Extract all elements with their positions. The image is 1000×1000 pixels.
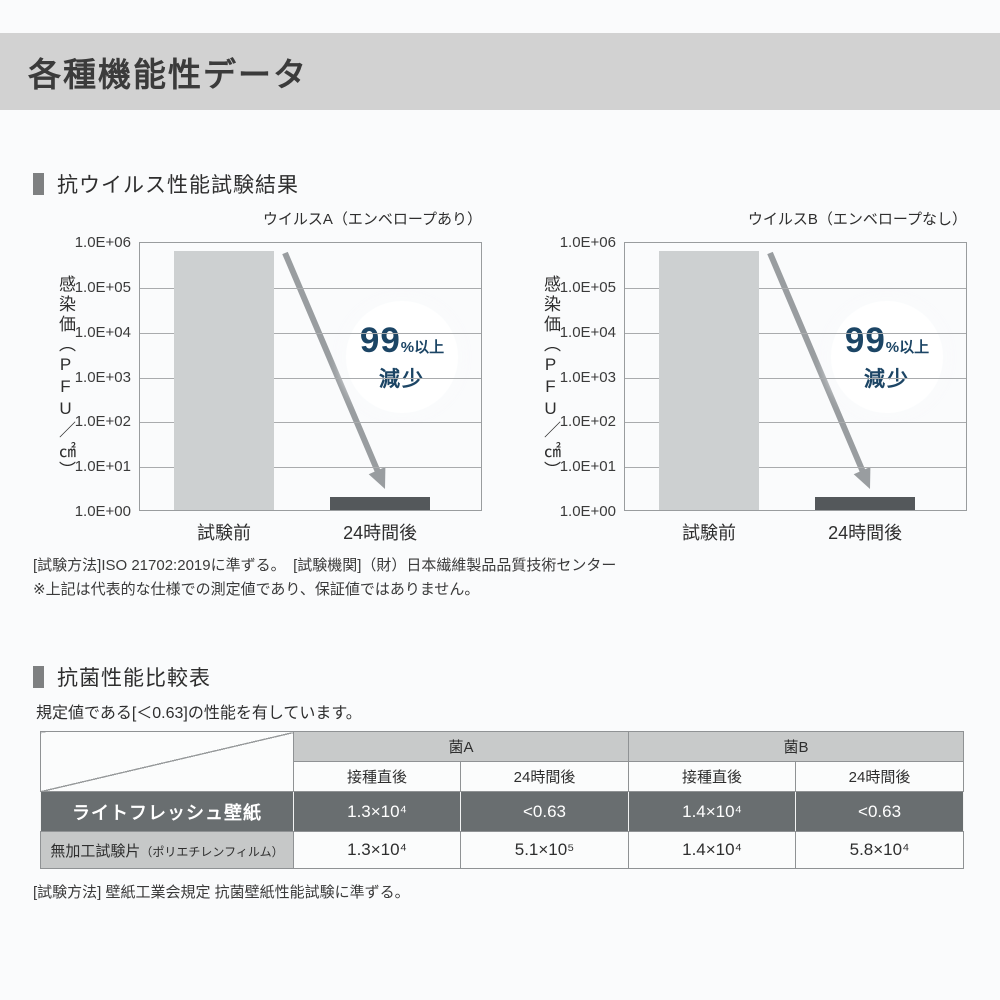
x-category-label: 試験前: [682, 523, 737, 543]
reduction-percent: 99: [359, 321, 401, 360]
group-header-bacteria-a: 菌A: [292, 731, 630, 762]
virus-section-title: 抗ウイルス性能試験結果: [57, 174, 299, 197]
y-tick-label: 1.0E+01: [74, 458, 131, 476]
gridline: [625, 422, 966, 424]
bar-before-test: [174, 250, 274, 510]
reduction-action: 減少: [864, 368, 910, 391]
chart-a-title: ウイルスA（エンベロープあり）: [262, 211, 482, 228]
y-tick-label: 1.0E+04: [74, 323, 131, 341]
bar-before-test: [659, 250, 759, 510]
reduction-unit: %以上: [400, 339, 445, 356]
test-method-note: [試験方法]ISO 21702:2019に準ずる。 [試験機関]（財）日本繊維製…: [33, 557, 617, 574]
y-tick-label: 1.0E+02: [74, 413, 131, 431]
sub-header: 24時間後: [459, 761, 630, 792]
disclaimer-note: ※上記は代表的な仕様での測定値であり、保証値ではありません。: [33, 581, 480, 598]
y-tick-label: 1.0E+04: [559, 323, 616, 341]
cell-value: 1.4×10⁴: [628, 791, 797, 832]
bacteria-comparison-table: 菌A 菌B 接種直後 24時間後 接種直後 24時間後 ライトフレッシュ壁紙 1…: [40, 731, 965, 869]
chart-b-title: ウイルスB（エンベロープなし）: [747, 211, 967, 228]
y-tick-label: 1.0E+06: [559, 234, 616, 251]
gridline: [140, 422, 481, 424]
section-marker-icon: [33, 666, 44, 688]
reduction-arrow: [282, 251, 386, 489]
sub-header: 24時間後: [795, 761, 965, 792]
page-title: 各種機能性データ: [28, 55, 308, 93]
sub-header: 接種直後: [628, 761, 797, 792]
bacteria-section-title: 抗菌性能比較表: [57, 667, 211, 690]
chart-a-plot-area: 99 %以上 減少 1.0E+06 1.0E+05 1.0E+04 1.0E+03 1.0…: [75, 234, 482, 543]
cell-value: <0.63: [459, 791, 630, 832]
y-tick-label: 1.0E+00: [74, 503, 131, 520]
y-tick-label: 1.0E+01: [559, 458, 616, 476]
reduction-badge: 99 %以上 減少: [831, 301, 943, 413]
bacteria-section-heading: 抗菌性能比較表: [33, 662, 211, 692]
y-tick-label: 1.0E+06: [74, 234, 131, 251]
cell-value: 1.4×10⁴: [628, 831, 797, 869]
gridline: [140, 377, 481, 379]
x-category-label: 24時間後: [828, 523, 903, 543]
group-header-bacteria-b: 菌B: [628, 731, 965, 762]
virus-test-notes: [試験方法]ISO 21702:2019に準ずる。 [試験機関]（財）日本繊維製…: [33, 554, 616, 602]
cell-value: 1.3×10⁴: [293, 791, 461, 832]
x-category-label: 24時間後: [343, 523, 418, 543]
cell-value: 5.8×10⁴: [795, 831, 965, 869]
x-category-label: 試験前: [197, 523, 252, 543]
y-tick-label: 1.0E+00: [559, 503, 616, 520]
row-label-untreated: 無加工試験片（ポリエチレンフィルム）: [40, 831, 294, 869]
gridline: [625, 332, 966, 334]
reduction-badge: 99 %以上 減少: [346, 301, 458, 413]
table-row-untreated: 無加工試験片（ポリエチレンフィルム） 1.3×10⁴ 5.1×10⁵ 1.4×1…: [40, 831, 965, 869]
y-tick-label: 1.0E+02: [559, 413, 616, 431]
gridline: [625, 287, 966, 289]
chart-b-plot-area: 99 %以上 減少 1.0E+06 1.0E+05 1.0E+04 1.0E+03 1.0…: [560, 234, 967, 543]
bar-after-24h: [815, 496, 915, 510]
reduction-percent: 99: [844, 321, 886, 360]
row-label-product: ライトフレッシュ壁紙: [40, 791, 294, 832]
cell-value: 5.1×10⁵: [459, 831, 630, 869]
sub-header: 接種直後: [293, 761, 461, 792]
row-label-note: （ポリエチレンフィルム）: [140, 844, 284, 859]
bar-after-24h: [330, 496, 430, 510]
reduction-action: 減少: [379, 368, 425, 391]
bacteria-test-method-note: [試験方法] 壁紙工業会規定 抗菌壁紙性能試験に準ずる。: [33, 884, 410, 901]
cell-value: <0.63: [795, 791, 965, 832]
y-tick-label: 1.0E+05: [559, 278, 616, 296]
header-band: 各種機能性データ: [0, 33, 1000, 110]
table-corner-cell: [40, 731, 294, 792]
cell-value: 1.3×10⁴: [293, 831, 461, 869]
gridline: [625, 377, 966, 379]
section-marker-icon: [33, 173, 44, 195]
chart-b-y-axis-title: 感染価（PFU／㎠）: [541, 275, 560, 481]
chart-virus-b: ウイルスB（エンベロープなし） 感染価（PFU／㎠） 99 %以上 減少 1.0E…: [512, 205, 968, 553]
bacteria-description: 規定値である[＜0.63]の性能を有しています。: [36, 705, 362, 722]
reduction-unit: %以上: [885, 339, 930, 356]
y-tick-label: 1.0E+03: [74, 368, 131, 386]
y-tick-label: 1.0E+05: [74, 278, 131, 296]
y-tick-label: 1.0E+03: [559, 368, 616, 386]
chart-a-y-axis-title: 感染価（PFU／㎠）: [56, 275, 75, 481]
table-row-product: ライトフレッシュ壁紙 1.3×10⁴ <0.63 1.4×10⁴ <0.63: [40, 791, 965, 832]
gridline: [140, 332, 481, 334]
virus-section-heading: 抗ウイルス性能試験結果: [33, 169, 299, 199]
gridline: [140, 467, 481, 469]
reduction-arrow: [767, 251, 871, 489]
chart-virus-a: ウイルスA（エンベロープあり） 感染価（PFU／㎠） 99 %以上 減少 1.0E…: [27, 205, 483, 553]
gridline: [140, 287, 481, 289]
gridline: [625, 467, 966, 469]
